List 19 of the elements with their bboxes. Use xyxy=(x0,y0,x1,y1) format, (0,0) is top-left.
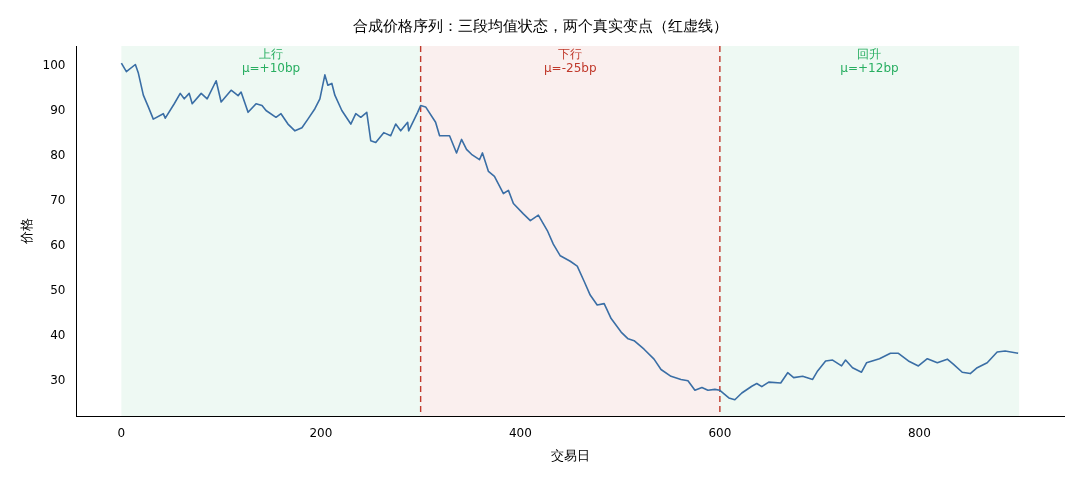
y-tick-label: 60 xyxy=(50,238,66,253)
x-tick-label: 800 xyxy=(907,426,931,441)
chart-title: 合成价格序列：三段均值状态，两个真实变点（红虚线） xyxy=(352,16,728,35)
x-tick-label: 400 xyxy=(508,426,532,441)
band-label: 下行 μ=-25bp xyxy=(543,47,597,76)
x-tick-label: 0 xyxy=(117,426,126,441)
x-tick-label: 200 xyxy=(309,426,333,441)
y-tick-label: 90 xyxy=(50,102,66,117)
y-tick-label: 80 xyxy=(50,147,66,162)
band-label: 回升 μ=+12bp xyxy=(840,47,899,76)
y-tick-label: 50 xyxy=(50,283,66,298)
y-tick-label: 100 xyxy=(42,57,66,72)
y-tick-label: 40 xyxy=(50,328,66,343)
y-axis-title: 价格 xyxy=(19,218,35,245)
y-tick-label: 70 xyxy=(50,192,66,207)
band-label: 上行 μ=+10bp xyxy=(241,47,301,76)
x-tick-label: 600 xyxy=(708,426,732,441)
y-tick-label: 30 xyxy=(50,373,66,388)
x-axis-title: 交易日 xyxy=(550,447,590,463)
